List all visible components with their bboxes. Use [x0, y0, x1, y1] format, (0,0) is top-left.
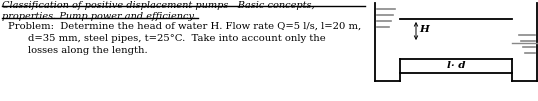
Text: Problem:  Determine the head of water H. Flow rate Q=5 l/s, l=20 m,: Problem: Determine the head of water H. …	[8, 22, 361, 31]
Text: H: H	[419, 25, 429, 35]
Text: d=35 mm, steel pipes, t=25°C.  Take into account only the: d=35 mm, steel pipes, t=25°C. Take into …	[28, 34, 325, 43]
Text: properties. Pump power and efficiency.: properties. Pump power and efficiency.	[2, 12, 196, 21]
Text: Classification of positive displacement pumps   Basic concepts,: Classification of positive displacement …	[2, 1, 315, 10]
Text: l· d: l· d	[447, 60, 465, 69]
Text: losses along the length.: losses along the length.	[28, 46, 147, 55]
